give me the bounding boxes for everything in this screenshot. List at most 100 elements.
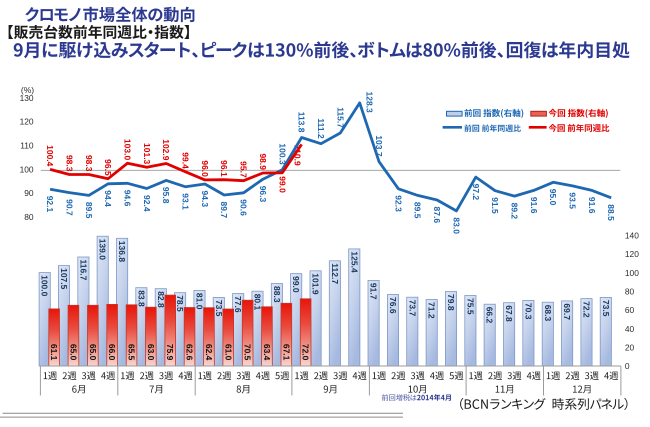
svg-text:100: 100: [625, 268, 639, 278]
svg-text:61.0: 61.0: [223, 344, 233, 361]
svg-text:95.8: 95.8: [161, 187, 171, 204]
svg-text:82.8: 82.8: [156, 291, 166, 308]
svg-text:110: 110: [20, 141, 34, 151]
svg-text:83.8: 83.8: [136, 290, 146, 307]
svg-text:91.7: 91.7: [369, 283, 379, 300]
svg-text:87.6: 87.6: [432, 207, 442, 224]
svg-text:83.0: 83.0: [451, 217, 461, 234]
svg-text:102.9: 102.9: [161, 139, 171, 161]
svg-text:95.0: 95.0: [548, 189, 558, 206]
svg-text:89.5: 89.5: [413, 202, 423, 219]
svg-text:65.5: 65.5: [127, 344, 137, 361]
svg-text:72.0: 72.0: [301, 344, 311, 361]
svg-text:67.8: 67.8: [504, 305, 514, 322]
svg-text:88.5: 88.5: [606, 204, 616, 221]
svg-text:68.3: 68.3: [543, 305, 553, 322]
svg-text:71.2: 71.2: [427, 302, 437, 319]
svg-text:96.0: 96.0: [200, 160, 210, 177]
svg-text:130: 130: [20, 93, 34, 103]
svg-text:93.5: 93.5: [568, 192, 578, 209]
svg-text:96.5: 96.5: [103, 159, 113, 176]
svg-text:70.3: 70.3: [523, 303, 533, 320]
svg-text:94.6: 94.6: [123, 190, 133, 207]
svg-text:100.3: 100.3: [277, 143, 287, 165]
svg-text:120: 120: [20, 117, 34, 127]
svg-text:88.3: 88.3: [272, 286, 282, 303]
svg-text:80: 80: [625, 287, 635, 297]
svg-text:66.2: 66.2: [485, 307, 495, 324]
svg-text:90.6: 90.6: [239, 199, 249, 216]
svg-text:70.5: 70.5: [243, 344, 253, 361]
svg-text:67.1: 67.1: [281, 344, 291, 361]
svg-text:115.7: 115.7: [335, 107, 345, 128]
svg-text:79.8: 79.8: [446, 294, 456, 311]
svg-text:93.1: 93.1: [181, 193, 191, 210]
svg-text:63.4: 63.4: [262, 344, 272, 361]
svg-text:73.5: 73.5: [601, 300, 611, 317]
svg-text:91.6: 91.6: [587, 197, 597, 214]
svg-text:125.4: 125.4: [349, 251, 359, 273]
svg-text:98.3: 98.3: [64, 155, 74, 172]
svg-text:103.0: 103.0: [123, 139, 133, 161]
svg-text:94.4: 94.4: [103, 190, 113, 207]
svg-text:116.7: 116.7: [78, 260, 88, 281]
svg-text:60: 60: [625, 305, 635, 315]
svg-text:103.7: 103.7: [374, 135, 384, 157]
svg-text:120: 120: [625, 249, 639, 259]
svg-text:92.4: 92.4: [142, 195, 152, 212]
svg-text:100: 100: [20, 164, 34, 174]
svg-text:89.7: 89.7: [219, 202, 229, 219]
svg-text:73.5: 73.5: [214, 300, 224, 317]
svg-text:96.3: 96.3: [258, 186, 268, 203]
svg-text:92.3: 92.3: [393, 195, 403, 212]
svg-text:69.7: 69.7: [562, 303, 572, 320]
svg-text:89.5: 89.5: [84, 202, 94, 219]
svg-text:99.0: 99.0: [291, 276, 301, 293]
svg-text:81.0: 81.0: [195, 293, 205, 310]
svg-text:72.2: 72.2: [582, 301, 592, 318]
svg-text:0: 0: [625, 361, 630, 371]
svg-text:95.7: 95.7: [239, 161, 249, 178]
svg-text:136.8: 136.8: [117, 241, 127, 263]
svg-text:89.2: 89.2: [510, 203, 520, 220]
svg-text:80.1: 80.1: [253, 294, 263, 311]
svg-text:(%): (%): [21, 85, 34, 95]
svg-text:92.1: 92.1: [45, 196, 55, 213]
svg-text:63.0: 63.0: [146, 344, 156, 361]
svg-text:40: 40: [625, 324, 635, 334]
svg-text:94.3: 94.3: [200, 191, 210, 208]
svg-text:98.3: 98.3: [84, 155, 94, 172]
svg-text:90.7: 90.7: [64, 199, 74, 216]
svg-text:75.5: 75.5: [465, 298, 475, 315]
svg-text:91.6: 91.6: [529, 197, 539, 214]
svg-text:62.4: 62.4: [204, 344, 214, 361]
svg-text:111.2: 111.2: [316, 118, 326, 139]
svg-text:75.9: 75.9: [165, 344, 175, 361]
svg-text:107.5: 107.5: [59, 268, 69, 290]
svg-text:80: 80: [24, 212, 34, 222]
svg-text:77.6: 77.6: [233, 296, 243, 313]
svg-text:112.7: 112.7: [330, 263, 340, 284]
svg-text:110.9: 110.9: [293, 145, 303, 166]
svg-text:101.3: 101.3: [142, 143, 152, 165]
svg-text:139.0: 139.0: [98, 239, 108, 261]
svg-text:100.0: 100.0: [40, 275, 50, 297]
svg-text:20: 20: [625, 343, 635, 353]
svg-text:98.9: 98.9: [258, 153, 268, 170]
svg-text:97.2: 97.2: [471, 184, 481, 201]
svg-text:62.6: 62.6: [185, 344, 195, 361]
svg-text:65.0: 65.0: [69, 344, 79, 361]
svg-text:96.1: 96.1: [219, 160, 229, 177]
svg-text:99.0: 99.0: [277, 176, 287, 193]
svg-text:90: 90: [24, 188, 34, 198]
svg-text:61.1: 61.1: [49, 344, 59, 361]
svg-text:100.4: 100.4: [45, 145, 55, 167]
svg-text:101.9: 101.9: [311, 273, 321, 295]
svg-text:91.5: 91.5: [490, 197, 500, 214]
svg-text:113.8: 113.8: [297, 112, 307, 133]
svg-text:99.4: 99.4: [181, 152, 191, 169]
svg-text:66.0: 66.0: [107, 344, 117, 361]
svg-text:76.6: 76.6: [388, 297, 398, 314]
svg-text:78.5: 78.5: [175, 295, 185, 312]
svg-text:73.7: 73.7: [407, 300, 417, 317]
